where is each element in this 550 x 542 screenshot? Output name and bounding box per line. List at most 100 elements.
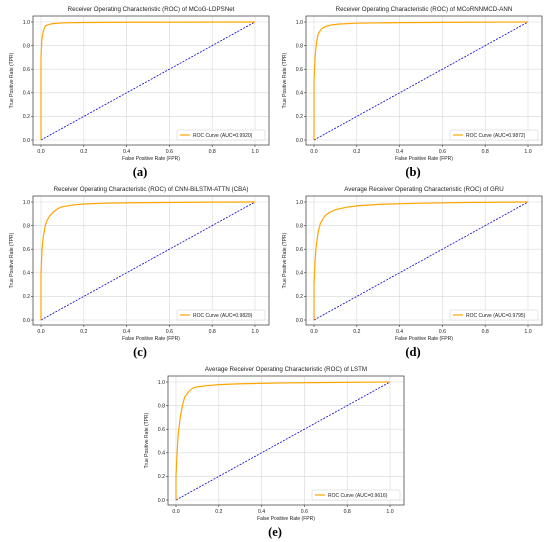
chart-e-y-tick-label: 0.2 [158, 474, 165, 480]
chart-e-x-axis-label: False Positive Rate (FPR) [257, 516, 315, 522]
chart-e-y-tick-label: 0.4 [158, 451, 165, 457]
chart-d-chance-line [313, 201, 529, 321]
chart-b-x-tick-label: 1.0 [524, 149, 531, 155]
chart-c-y-tick-label: 0.8 [23, 223, 30, 229]
chart-b-x-tick-label: 0.8 [482, 149, 489, 155]
chart-a-x-tick-label: 0.8 [209, 149, 216, 155]
chart-d-y-tick-label: 0.8 [296, 223, 303, 229]
chart-b-x-tick-label: 0.0 [310, 149, 317, 155]
chart-e-x-tick-label: 0.4 [258, 509, 265, 515]
chart-d-x-tick-label: 0.6 [439, 329, 446, 335]
roc-chart-d: Average Receiver Operating Characteristi… [282, 186, 543, 342]
chart-b-plot-frame [305, 15, 543, 146]
chart-a-chance-line [40, 21, 256, 141]
chart-d-x-tick-label: 0.2 [353, 329, 360, 335]
chart-b-roc-curve [313, 21, 529, 140]
chart-d-legend [449, 309, 539, 321]
roc-panel-c: Receiver Operating Characteristic (ROC) … [5, 182, 275, 360]
chart-a-y-tick-label: 0.4 [23, 91, 30, 97]
chart-d-y-axis-label: True Positive Rate (TPR) [282, 232, 288, 288]
chart-a-y-tick-label: 0.0 [23, 138, 30, 144]
panel-label-e: (e) [268, 525, 282, 539]
chart-c-roc-curve [40, 201, 256, 320]
roc-chart-b: Receiver Operating Characteristic (ROC) … [282, 6, 543, 162]
chart-c-x-tick-label: 1.0 [251, 329, 258, 335]
chart-d-title: Average Receiver Operating Characteristi… [344, 186, 503, 193]
chart-b-y-tick-label: 0.4 [296, 91, 303, 97]
chart-c-x-tick-label: 0.8 [209, 329, 216, 335]
chart-e-roc-curve [175, 381, 391, 500]
chart-b-x-axis-label: False Positive Rate (FPR) [395, 156, 453, 162]
chart-d-x-axis-label: False Positive Rate (FPR) [395, 336, 453, 342]
chart-b-x-tick-label: 0.2 [353, 149, 360, 155]
chart-d-x-tick-label: 1.0 [524, 329, 531, 335]
chart-b-y-tick-label: 0.0 [296, 138, 303, 144]
chart-c-y-tick-label: 0.6 [23, 247, 30, 253]
chart-c-legend-label: ROC Curve (AUC=0.9829) [193, 313, 253, 319]
chart-c-y-tick-label: 1.0 [23, 200, 30, 206]
chart-e-x-tick-label: 1.0 [386, 509, 393, 515]
chart-d-plot-frame [305, 195, 543, 326]
chart-e-x-tick-label: 0.8 [344, 509, 351, 515]
chart-a-x-axis-label: False Positive Rate (FPR) [122, 156, 180, 162]
chart-a-plot-frame [32, 15, 270, 146]
chart-d-legend-label: ROC Curve (AUC=0.9795) [466, 313, 526, 319]
panel-label-d: (d) [405, 345, 421, 359]
chart-e-y-tick-label: 0.8 [158, 403, 165, 409]
chart-a-legend-label: ROC Curve (AUC=0.9920) [193, 133, 253, 139]
chart-c-y-axis-label: True Positive Rate (TPR) [9, 232, 15, 288]
chart-a-x-tick-label: 0.2 [80, 149, 87, 155]
chart-b-legend [449, 129, 539, 141]
chart-b-legend-label: ROC Curve (AUC=0.9872) [466, 133, 526, 139]
chart-a-legend [176, 129, 266, 141]
chart-c-title: Receiver Operating Characteristic (ROC) … [54, 186, 249, 193]
chart-a-y-tick-label: 0.2 [23, 114, 30, 120]
chart-a-x-tick-label: 1.0 [251, 149, 258, 155]
chart-c-y-tick-label: 0.2 [23, 294, 30, 300]
chart-c-y-tick-label: 0.4 [23, 271, 30, 277]
chart-e-y-axis-label: True Positive Rate (TPR) [144, 412, 150, 468]
chart-e-y-tick-label: 0.0 [158, 498, 165, 504]
chart-e-legend-label: ROC Curve (AUC=0.9616) [328, 493, 388, 499]
panel-label-c: (c) [133, 345, 147, 359]
chart-b-title: Receiver Operating Characteristic (ROC) … [336, 6, 513, 13]
chart-b-y-tick-label: 0.8 [296, 43, 303, 49]
chart-e-legend [311, 489, 401, 501]
roc-panel-e: Average Receiver Operating Characteristi… [140, 362, 410, 540]
chart-b-y-tick-label: 0.2 [296, 114, 303, 120]
chart-e-x-tick-label: 0.2 [215, 509, 222, 515]
chart-e-y-tick-label: 1.0 [158, 380, 165, 386]
chart-e-x-tick-label: 0.6 [301, 509, 308, 515]
chart-b-y-tick-label: 0.6 [296, 67, 303, 73]
roc-chart-e: Average Receiver Operating Characteristi… [144, 366, 405, 522]
roc-chart-c: Receiver Operating Characteristic (ROC) … [9, 186, 270, 342]
chart-a-y-axis-label: True Positive Rate (TPR) [9, 52, 15, 108]
chart-d-y-tick-label: 0.0 [296, 318, 303, 324]
panel-label-b: (b) [405, 165, 421, 179]
chart-c-x-tick-label: 0.6 [166, 329, 173, 335]
chart-a-roc-curve [40, 21, 256, 140]
chart-e-x-tick-label: 0.0 [172, 509, 179, 515]
chart-a-x-tick-label: 0.6 [166, 149, 173, 155]
chart-b-x-tick-label: 0.6 [439, 149, 446, 155]
chart-b-x-tick-label: 0.4 [396, 149, 403, 155]
chart-b-y-tick-label: 1.0 [296, 20, 303, 26]
chart-a-x-tick-label: 0.4 [123, 149, 130, 155]
chart-d-roc-curve [313, 201, 529, 320]
chart-d-x-tick-label: 0.8 [482, 329, 489, 335]
panel-label-a: (a) [132, 165, 148, 179]
chart-c-x-tick-label: 0.2 [80, 329, 87, 335]
roc-panel-a: Receiver Operating Characteristic (ROC) … [5, 2, 275, 180]
chart-d-y-tick-label: 1.0 [296, 200, 303, 206]
chart-c-x-axis-label: False Positive Rate (FPR) [122, 336, 180, 342]
chart-e-chance-line [175, 381, 391, 501]
chart-a-title: Receiver Operating Characteristic (ROC) … [68, 6, 235, 13]
chart-d-x-tick-label: 0.4 [396, 329, 403, 335]
chart-c-y-tick-label: 0.0 [23, 318, 30, 324]
chart-d-x-tick-label: 0.0 [310, 329, 317, 335]
chart-d-y-tick-label: 0.6 [296, 247, 303, 253]
chart-a-x-tick-label: 0.0 [37, 149, 44, 155]
chart-c-chance-line [40, 201, 256, 321]
chart-c-x-tick-label: 0.0 [37, 329, 44, 335]
chart-a-y-tick-label: 0.8 [23, 43, 30, 49]
